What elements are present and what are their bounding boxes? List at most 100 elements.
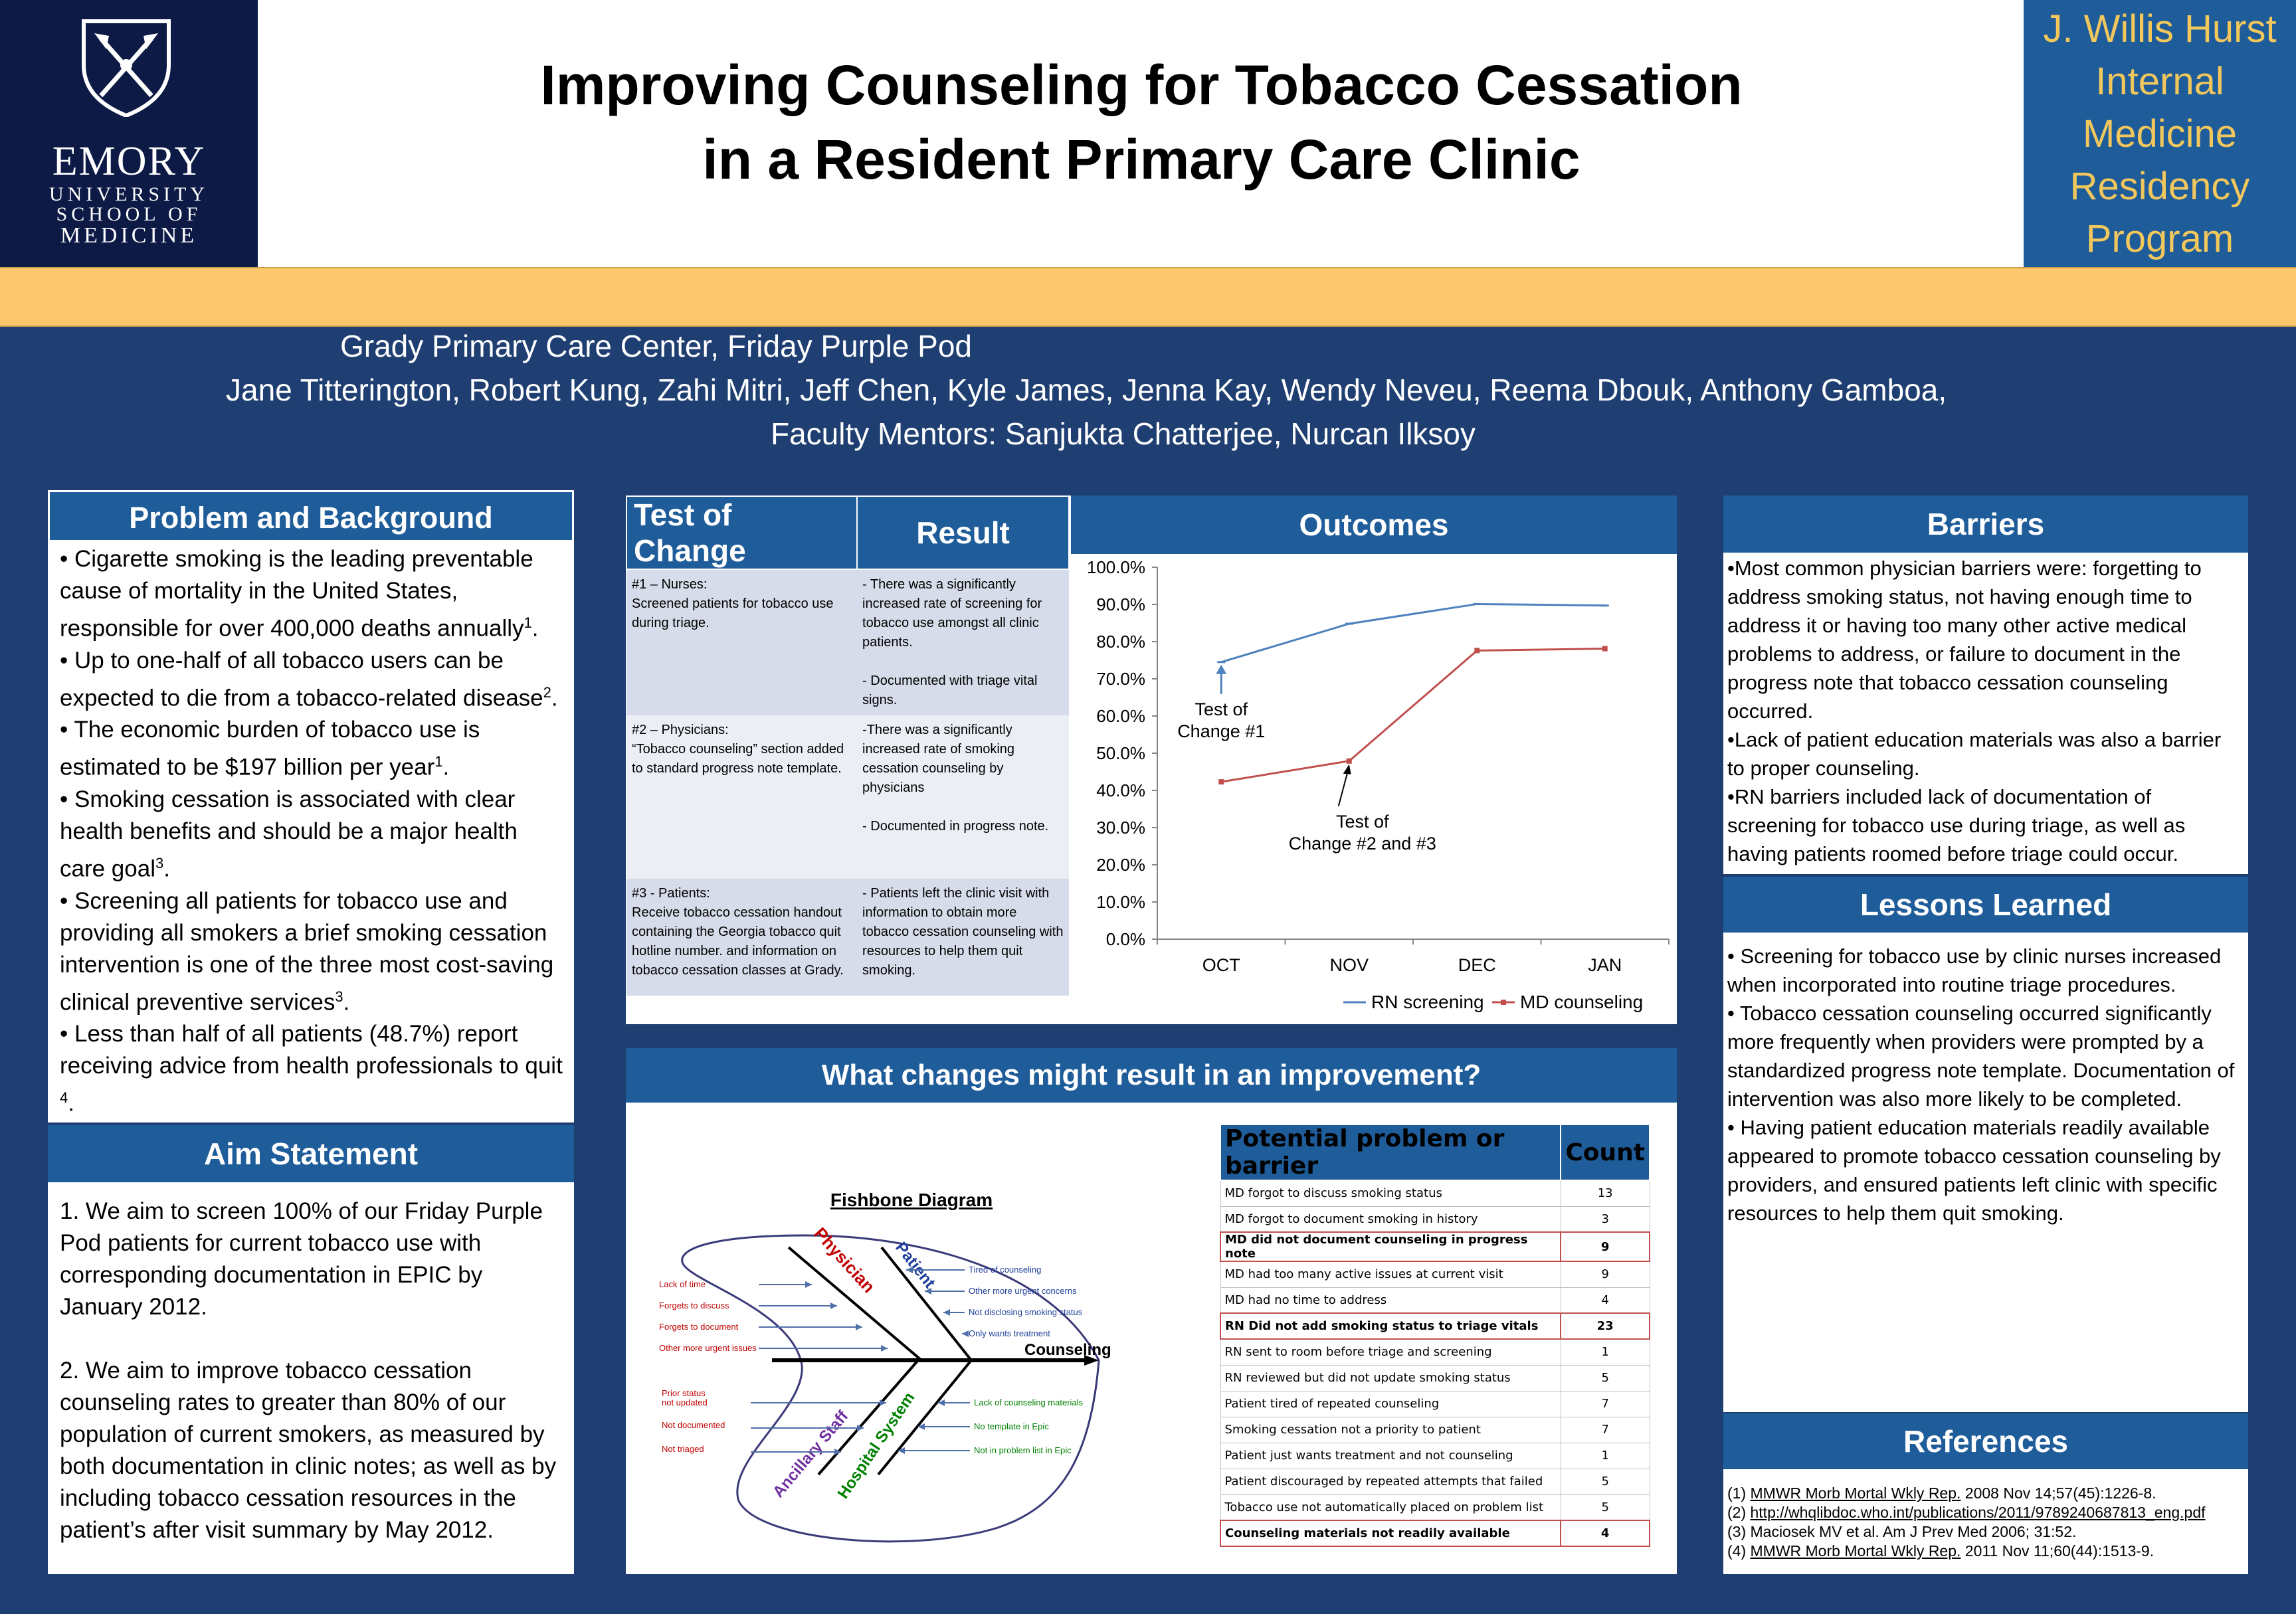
outcomes-panel: Test of Change Result #1 – Nurses: Scree…: [625, 495, 1677, 1024]
bullet: •Lack of patient education materials was…: [1727, 728, 2222, 780]
barrier-count-table: Potential problem or barrier Count MD fo…: [1219, 1124, 1650, 1547]
arrow-head-icon: [856, 1324, 862, 1330]
problem-cell: Patient discouraged by repeated attempts…: [1220, 1468, 1561, 1495]
y-tick-label: 50.0%: [1096, 743, 1145, 763]
problem-cell: MD forgot to discuss smoking status: [1220, 1180, 1561, 1207]
count-cell: 3: [1560, 1206, 1650, 1233]
program-line: Internal: [2095, 60, 2224, 103]
aim-2: 2. We aim to improve tobacco cessation c…: [60, 1358, 557, 1543]
table-row: Tobacco use not automatically placed on …: [1220, 1494, 1650, 1521]
reference-2: (2) http://whqlibdoc.who.int/publication…: [1727, 1504, 2206, 1521]
arrow-head-icon: [906, 1267, 913, 1273]
problem-header: Potential problem or barrier: [1219, 1124, 1562, 1181]
gold-divider-bar: [0, 267, 2296, 327]
cause-label: Forgets to document: [659, 1322, 739, 1332]
fishbone-diagram: Fishbone Diagram Counseling Physician Pa…: [659, 1190, 1111, 1543]
table-row: MD did not document counseling in progre…: [1219, 1231, 1650, 1262]
annotation-label: Change #2 and #3: [1289, 834, 1436, 853]
reference-link[interactable]: MMWR Morb Mortal Wkly Rep.: [1750, 1484, 1961, 1502]
arrow-head-icon: [918, 1423, 925, 1430]
series-line-rn-screening: [1220, 602, 1605, 664]
ancillary-bone: [817, 1359, 919, 1476]
byline-location: Grady Primary Care Center, Friday Purple…: [340, 329, 973, 363]
problem-cell: MD did not document counseling in progre…: [1219, 1231, 1562, 1262]
table-row: Patient discouraged by repeated attempts…: [1220, 1468, 1650, 1495]
problem-cell: RN Did not add smoking status to triage …: [1219, 1312, 1562, 1340]
bullet: • Tobacco cessation counseling occurred …: [1727, 1002, 2235, 1111]
data-point: [1218, 779, 1224, 785]
panel-title: Lessons Learned: [1723, 877, 2248, 933]
program-line: J. Willis Hurst: [2043, 7, 2277, 50]
aim-body: 1. We aim to screen 100% of our Friday P…: [48, 1182, 574, 1546]
lessons-learned-panel: Lessons Learned • Screening for tobacco …: [1723, 877, 2248, 1412]
reference-4: (4) MMWR Morb Mortal Wkly Rep. 2011 Nov …: [1727, 1542, 2154, 1560]
arrow-head-icon: [938, 1399, 945, 1406]
legend-marker: [1501, 1000, 1506, 1005]
problem-body: • Cigarette smoking is the leading preve…: [48, 542, 574, 1120]
bullet: • Cigarette smoking is the leading preve…: [60, 546, 539, 642]
problem-cell: Patient just wants treatment and not cou…: [1220, 1442, 1561, 1469]
shield-icon: [82, 19, 171, 117]
y-tick-label: 100.0%: [1087, 557, 1145, 577]
y-tick-label: 20.0%: [1096, 855, 1145, 875]
program-line: Program: [2085, 217, 2234, 260]
count-cell: 5: [1560, 1468, 1650, 1495]
count-cell: 7: [1560, 1416, 1650, 1443]
cause-label: Not triaged: [662, 1444, 704, 1454]
arrow-head-icon: [881, 1345, 888, 1352]
physician-bone: [787, 1246, 923, 1362]
count-header: Count: [1560, 1124, 1650, 1181]
y-tick-label: 30.0%: [1096, 818, 1145, 838]
result-cell: -There was a significantly increased rat…: [857, 715, 1069, 879]
panel-title: Barriers: [1723, 495, 2248, 553]
count-cell: 4: [1560, 1287, 1650, 1314]
logo-line-2: SCHOOL OF: [56, 203, 202, 225]
byline-authors: Jane Titterington, Robert Kung, Zahi Mit…: [226, 373, 1947, 407]
legend-label: MD counseling: [1520, 992, 1643, 1012]
barriers-panel: Barriers •Most common physician barriers…: [1723, 495, 2248, 874]
reference-link[interactable]: http://whqlibdoc.who.int/publications/20…: [1750, 1504, 2206, 1521]
table-row: RN Did not add smoking status to triage …: [1219, 1312, 1650, 1340]
count-cell: 13: [1560, 1180, 1650, 1207]
arrow-head-icon: [857, 1425, 864, 1431]
improvement-panel: What changes might result in an improvem…: [626, 1048, 1677, 1574]
arrow-head-icon: [1216, 664, 1227, 674]
table-row: Patient tired of repeated counseling 7: [1220, 1390, 1650, 1417]
logo-line-3: MEDICINE: [60, 223, 198, 248]
reference-3: (3) Maciosek MV et al. Am J Prev Med 200…: [1727, 1523, 2077, 1540]
logo-name: EMORY: [52, 139, 206, 184]
table-row: MD had no time to address 4: [1220, 1287, 1650, 1314]
patient-bone: [880, 1246, 973, 1362]
arrow-head-icon: [925, 1288, 931, 1295]
aim-1: 1. We aim to screen 100% of our Friday P…: [60, 1198, 543, 1320]
aim-statement-panel: Aim Statement 1. We aim to screen 100% o…: [48, 1125, 574, 1574]
cause-label: Forgets to discuss: [659, 1300, 729, 1310]
cause-label: Not disclosing smoking status: [969, 1307, 1083, 1317]
y-tick-label: 80.0%: [1096, 632, 1145, 652]
outcomes-line-chart: 0.0% 10.0% 20.0% 30.0% 40.0% 50.0% 60.0% 70.0% 8…: [1087, 557, 1670, 1012]
panel-title: Problem and Background: [48, 490, 574, 542]
table-row: Smoking cessation not a priority to pati…: [1220, 1416, 1650, 1443]
program-line: Medicine: [2082, 112, 2238, 155]
fishbone-outline: [681, 1234, 1100, 1543]
table-row: MD forgot to discuss smoking status 13: [1220, 1180, 1650, 1207]
problem-cell: MD had no time to address: [1220, 1287, 1561, 1314]
bullet: •Most common physician barriers were: fo…: [1727, 557, 2202, 723]
cause-label: Not in problem list in Epic: [974, 1445, 1072, 1455]
cause-label: Lack of time: [659, 1279, 706, 1289]
cause-label: Lack of counseling materials: [974, 1397, 1084, 1407]
reference-link[interactable]: MMWR Morb Mortal Wkly Rep.: [1750, 1542, 1961, 1560]
program-box: J. Willis Hurst Internal Medicine Reside…: [2024, 0, 2296, 267]
system-bone: [877, 1359, 973, 1476]
problem-cell: Smoking cessation not a priority to pati…: [1220, 1416, 1561, 1443]
problem-cell: Patient tired of repeated counseling: [1220, 1390, 1561, 1417]
cause-label: Other more urgent concerns: [969, 1286, 1077, 1296]
result-cell: - Patients left the clinic visit with in…: [857, 879, 1069, 996]
problem-cell: Counseling materials not readily availab…: [1219, 1520, 1562, 1547]
cause-label: No template in Epic: [974, 1421, 1049, 1431]
poster-title-line-1: Improving Counseling for Tobacco Cessati…: [540, 54, 1743, 116]
y-tick-label: 60.0%: [1096, 706, 1145, 726]
test-cell: #2 – Physicians: “Tobacco counseling” se…: [626, 715, 858, 879]
arrow-head-icon: [898, 1447, 905, 1454]
data-point: [1346, 758, 1352, 764]
